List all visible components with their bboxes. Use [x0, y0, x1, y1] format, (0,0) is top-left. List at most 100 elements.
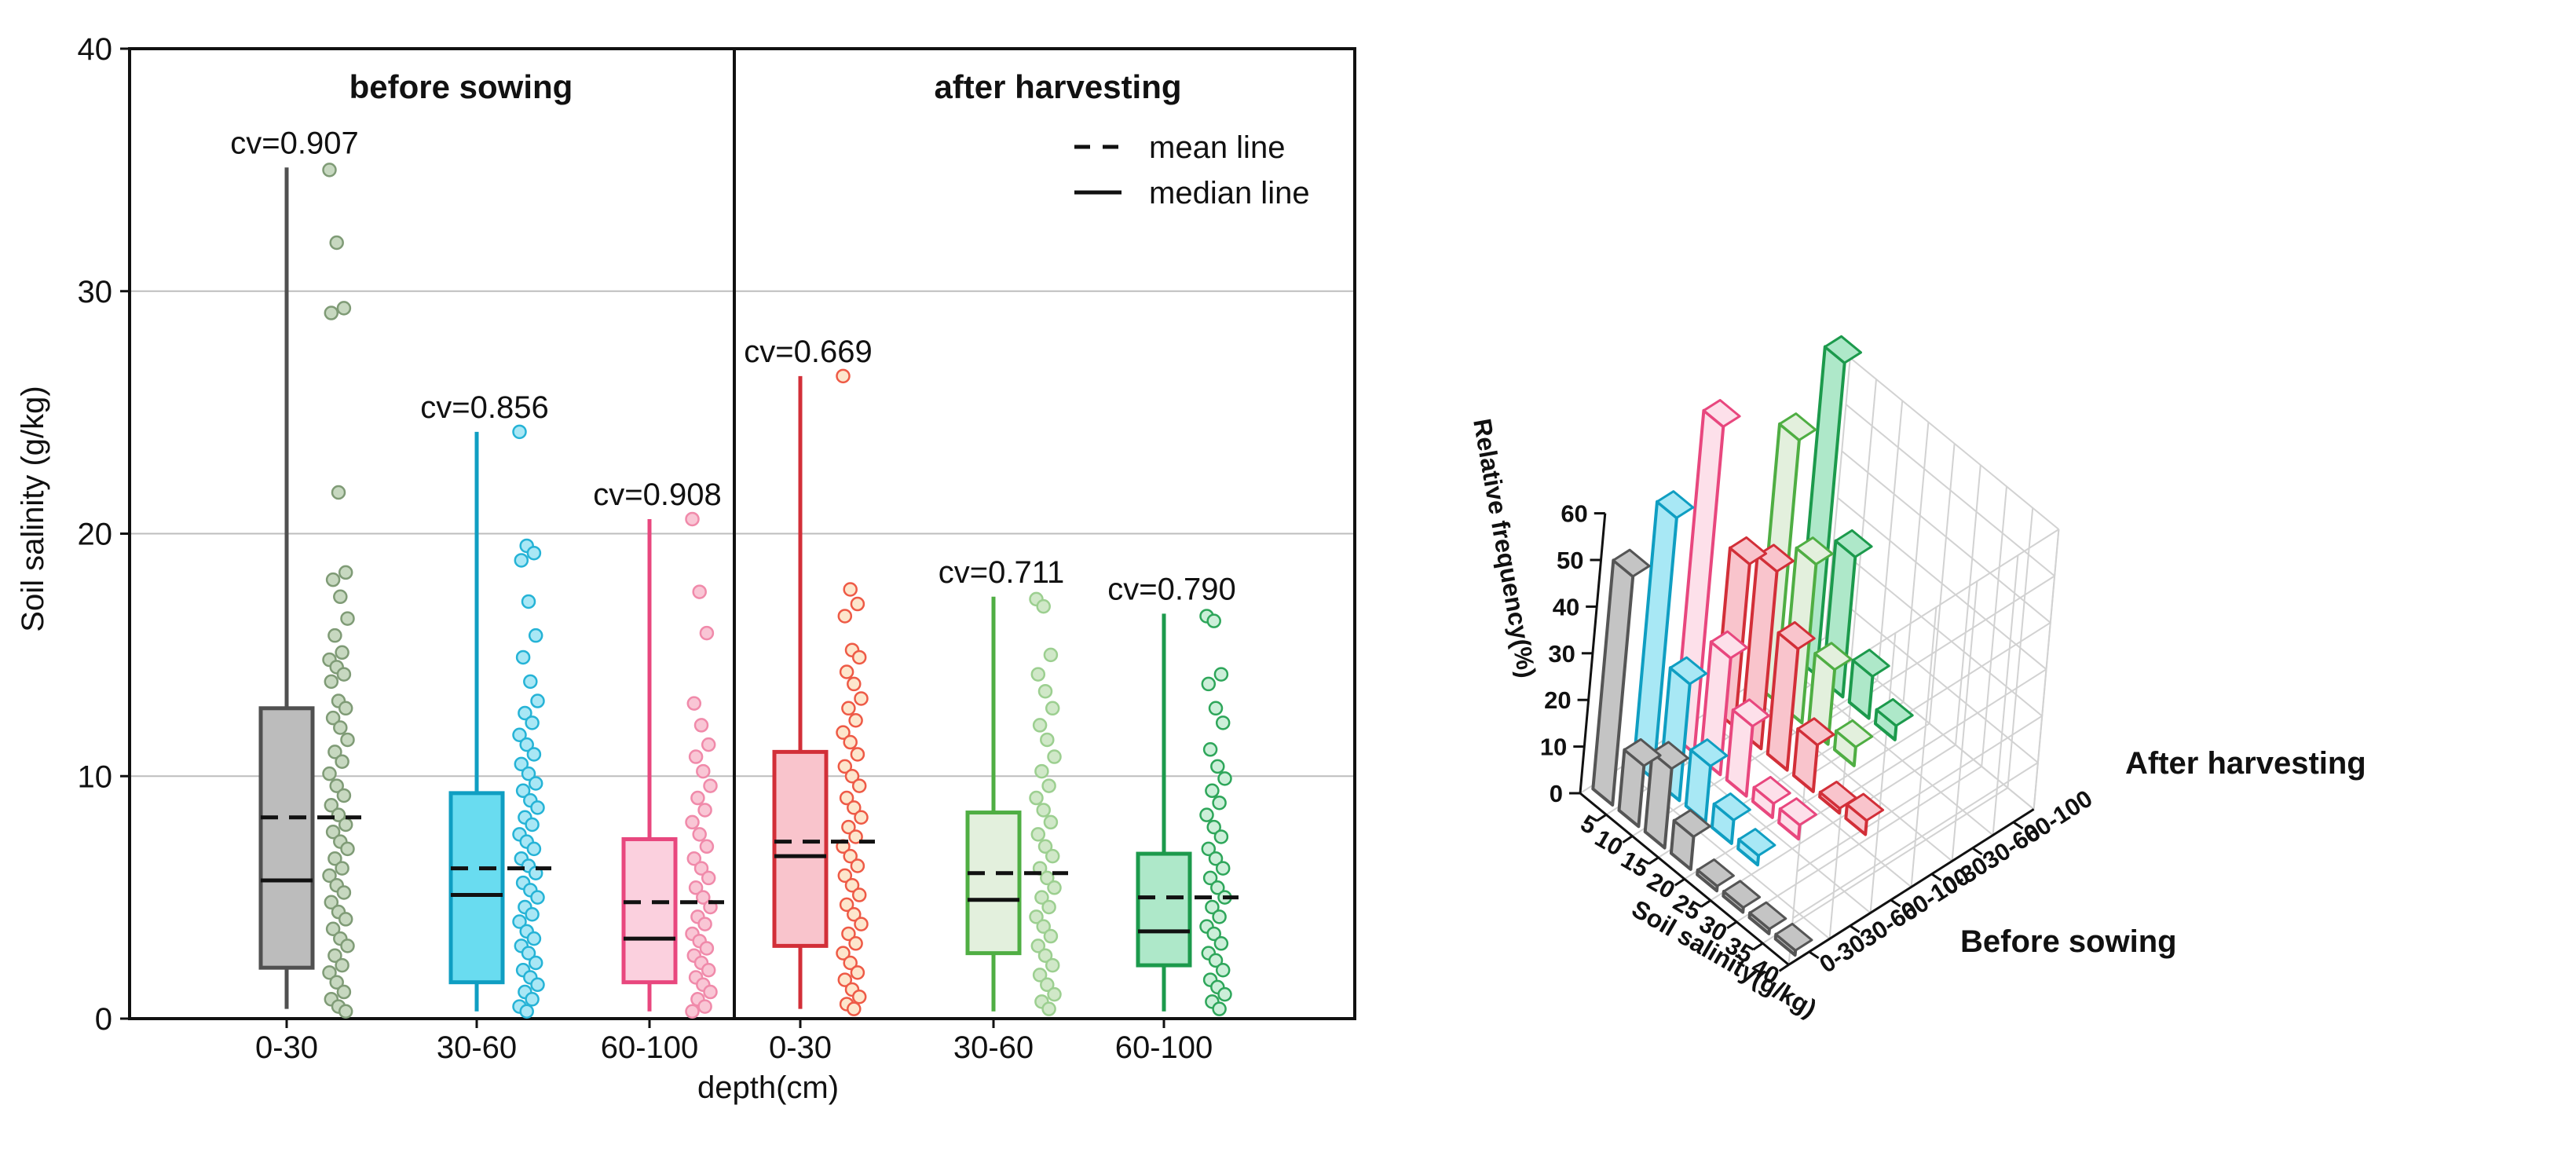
data-point [1040, 977, 1055, 993]
grid-line [1850, 379, 1877, 660]
z-tick-label: 30 [1548, 640, 1575, 668]
data-point [841, 926, 856, 942]
bar-top [1732, 698, 1770, 727]
x-tick-label: 30-60 [953, 1030, 1034, 1065]
data-point [325, 825, 341, 840]
data-point [848, 712, 863, 728]
data-point [1047, 749, 1062, 764]
bar-top [1875, 697, 1914, 727]
right-x-axis-label: Soil salinity(g/kg) [1627, 895, 1821, 1023]
data-point [697, 917, 712, 931]
bar-top [1774, 922, 1813, 952]
grid-line [2007, 507, 2034, 789]
y-tick [1849, 924, 1861, 934]
data-point [1029, 790, 1044, 806]
data-point [515, 783, 531, 799]
data-point [333, 720, 348, 735]
data-point [1045, 957, 1060, 973]
z-tick-label: 50 [1557, 547, 1583, 574]
y-tick-label: 40 [78, 32, 113, 67]
data-point [1032, 968, 1048, 983]
data-point [851, 778, 867, 793]
grid-line [1910, 606, 1937, 887]
grid-line [1992, 554, 2019, 836]
y-tick [1890, 898, 1901, 908]
data-point [1047, 880, 1062, 895]
data-point [847, 906, 862, 922]
data-point [1201, 841, 1217, 857]
data-point [329, 975, 344, 990]
data-point [1210, 759, 1225, 774]
data-point [1199, 807, 1214, 822]
z-tick-label: 0 [1550, 780, 1563, 807]
grid-line [1928, 443, 1956, 724]
data-point [696, 890, 711, 905]
data-point [322, 965, 337, 980]
data-point [528, 955, 543, 971]
grid-line [2033, 529, 2060, 810]
bar-top [1689, 738, 1729, 767]
bar-top [1846, 792, 1885, 822]
data-point [338, 817, 353, 832]
data-point [518, 705, 532, 721]
data-point [841, 819, 856, 835]
data-point [685, 511, 700, 527]
x-tick [1778, 964, 1790, 972]
left-x-axis-label: depth(cm) [697, 1070, 839, 1105]
data-point [335, 861, 349, 876]
data-point [336, 301, 352, 316]
data-point [519, 737, 534, 752]
x-tick-label: 60-100 [601, 1030, 699, 1065]
data-point [1208, 953, 1224, 968]
z-tick-label: 20 [1544, 686, 1571, 714]
data-point [850, 596, 865, 612]
data-point [1213, 829, 1229, 844]
grid-line [1951, 580, 1978, 862]
bar-top [1702, 399, 1741, 428]
x-tick-label: 10 [1590, 824, 1627, 862]
data-point [1202, 870, 1218, 886]
data-point [1030, 827, 1046, 842]
x-tick [1674, 877, 1685, 887]
data-point [854, 810, 869, 825]
data-point [327, 745, 342, 759]
data-point [839, 897, 854, 913]
data-point [525, 992, 540, 1007]
data-point [331, 485, 346, 500]
data-point [697, 803, 712, 818]
data-point [336, 984, 352, 1000]
data-point [322, 868, 337, 884]
data-point [841, 701, 856, 716]
left-y-axis-label: Soil salinity (g/kg) [16, 386, 50, 631]
data-point [336, 788, 352, 803]
bar-top [1753, 775, 1791, 805]
bar-top [1612, 548, 1651, 578]
data-point [851, 887, 867, 902]
data-point [335, 957, 349, 973]
data-point [525, 715, 540, 730]
data-point [1205, 899, 1220, 915]
bar-top [1779, 797, 1817, 826]
grid-line [1902, 422, 1930, 702]
right-z-axis-label: Relative frequency(%) [1468, 416, 1542, 680]
data-point [843, 582, 858, 597]
data-point [851, 650, 867, 665]
y-tick [1971, 847, 1983, 856]
data-point [1217, 771, 1232, 786]
data-point [1029, 909, 1044, 924]
data-point [843, 734, 858, 750]
bar-top [1696, 858, 1735, 887]
data-point [512, 424, 527, 440]
data-point [692, 584, 707, 599]
data-point [701, 737, 716, 752]
data-point [1205, 783, 1220, 799]
data-point [1036, 919, 1051, 934]
grid-line [1605, 658, 1852, 816]
data-point [688, 749, 704, 764]
data-point [530, 693, 545, 708]
bar-top [1748, 901, 1787, 931]
data-point [526, 747, 542, 762]
data-point [515, 650, 531, 665]
data-point [1206, 926, 1221, 942]
